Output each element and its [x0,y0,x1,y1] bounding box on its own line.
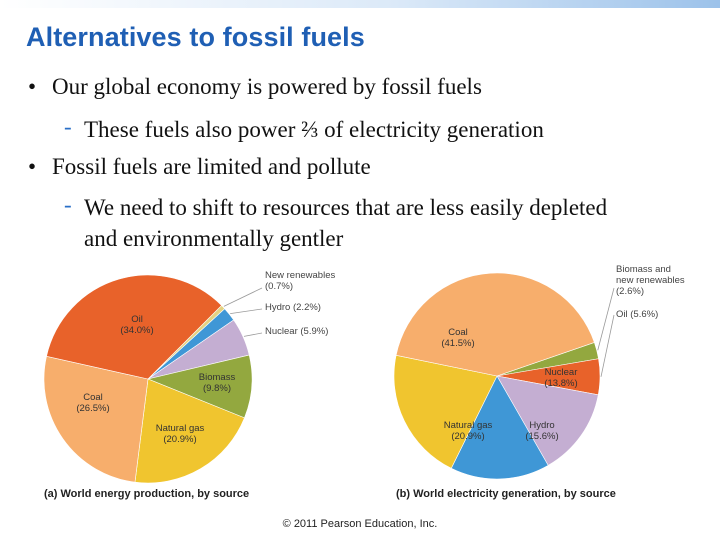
pie-slice-coal [395,272,595,377]
copyright-footer: © 2011 Pearson Education, Inc. [282,518,438,530]
pie-slice-nuclear [496,375,599,466]
electricity-generation-caption: (b) World electricity generation, by sou… [396,488,616,500]
pie-label-coal: Coal (41.5%) [441,327,474,349]
energy-production-caption: (a) World energy production, by source [44,488,250,500]
pie-slice-coal [43,355,149,483]
pie-labels: New renewables (0.7%) Hydro (2.2%) Nuclear … [76,270,335,445]
bullet-text: Our global economy is powered by fossil … [52,74,482,99]
pie-slice-natural-gas [134,378,245,484]
bullet-marker: • [28,74,37,99]
pie-label-hydro: Hydro (15.6%) [525,420,558,442]
bullet-marker: • [28,154,37,179]
slide-title: Alternatives to fossil fuels [26,22,365,52]
leader-line-new-renewables [223,287,263,307]
pie-label-oil: Oil (5.6%) [616,309,658,320]
title-accent-bar [0,0,720,8]
pie-slices [393,272,601,480]
energy-production-pie-chart: New renewables (0.7%) Hydro (2.2%) Nuclear … [0,260,360,490]
pie-slice-oil [46,274,222,380]
pie-labels: Biomass and new renewables (2.6%) Oil (5.6%… [441,264,685,442]
pie-slices [43,274,253,484]
pie-slice-natural-gas [393,354,498,469]
pie-label-natural-gas: Natural gas (20.9%) [156,423,205,445]
energy-production-pie-svg: New renewables (0.7%) Hydro (2.2%) Nuclear … [43,270,335,484]
leader-line-biomass-and-new-renewables [597,287,615,351]
pie-label-natural-gas: Natural gas (20.9%) [444,420,493,442]
sub-bullet-marker: - [64,114,72,139]
pie-label-nuclear: Nuclear (13.8%) [544,367,577,389]
pie-label-biomass: Biomass (9.8%) [199,372,236,394]
electricity-generation-pie-chart: Biomass and new renewables (2.6%) Oil (5.6%… [360,260,720,490]
pie-label-oil: Oil (34.0%) [120,314,153,336]
leader-line-oil [600,314,615,377]
sub-bullet-text: We need to shift to resources that are l… [84,195,608,251]
pie-slice-hydro [450,375,549,480]
pie-label-nuclear: Nuclear (5.9%) [265,326,328,337]
pie-label-coal: Coal (26.5%) [76,392,109,414]
sub-bullet-text: These fuels also power ⅔ of electricity … [84,117,544,142]
pie-label-hydro: Hydro (2.2%) [265,302,321,313]
pie-label-new-renewables: New renewables (0.7%) [265,270,335,292]
bullet-text: Fossil fuels are limited and pollute [52,154,371,179]
electricity-generation-pie-svg: Biomass and new renewables (2.6%) Oil (5.6%… [393,264,685,480]
leader-line-hydro [230,308,263,315]
sub-bullet-marker: - [64,192,72,217]
pie-label-biomass-and-new-renewables: Biomass and new renewables (2.6%) [616,264,685,297]
leader-line-nuclear [243,332,263,337]
